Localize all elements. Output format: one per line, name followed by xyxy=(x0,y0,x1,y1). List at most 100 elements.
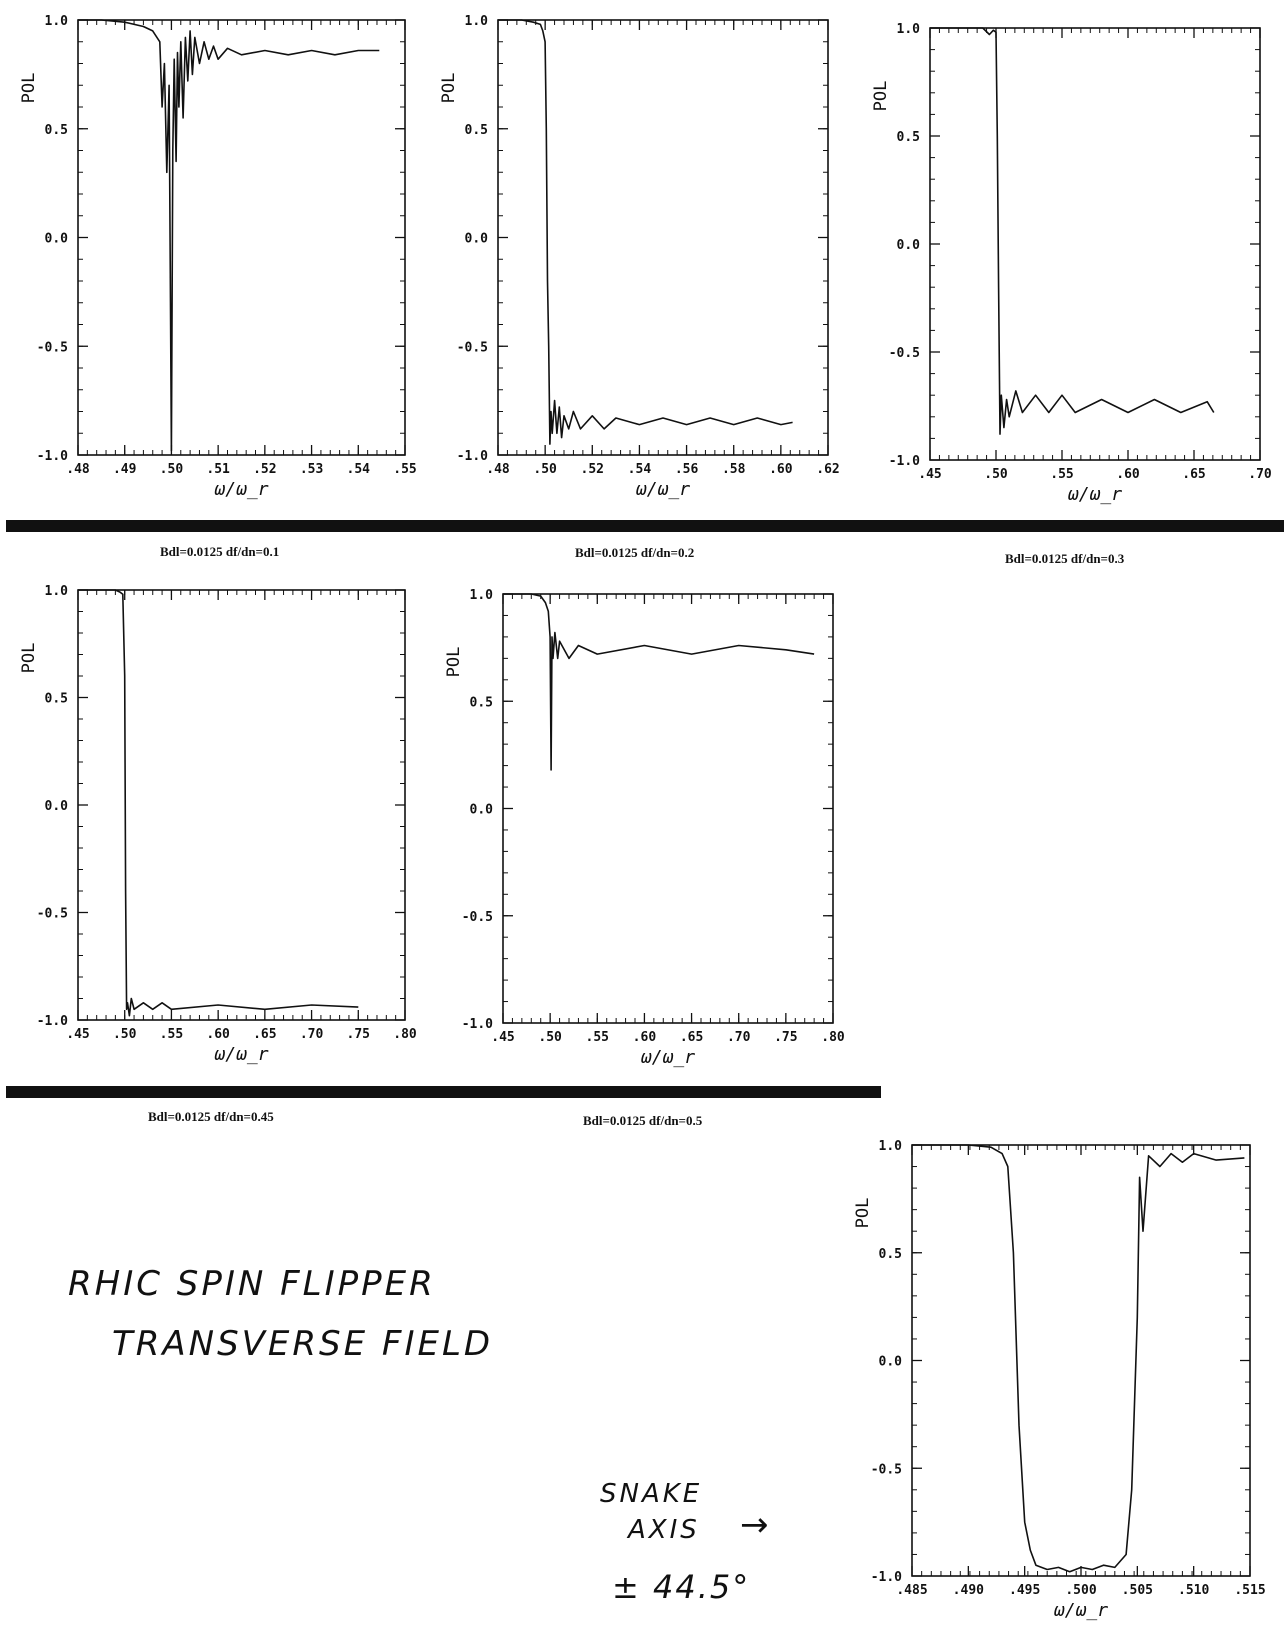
x-axis-label: ω/ω_r xyxy=(641,1047,695,1068)
y-tick-label: -1.0 xyxy=(462,1017,493,1032)
x-axis-label: ω/ω_r xyxy=(214,479,268,500)
y-tick-label: -1.0 xyxy=(871,1570,902,1585)
series-line xyxy=(78,19,380,452)
x-tick-label: .80 xyxy=(393,1027,417,1042)
handwritten-title-line-2: TRANSVERSE FIELD xyxy=(112,1324,493,1364)
x-tick-label: .515 xyxy=(1234,1583,1265,1598)
caption-chart-4: Bdl=0.0125 df/dn=0.45 xyxy=(148,1109,274,1124)
y-tick-label: -0.5 xyxy=(37,907,68,922)
x-tick-label: .53 xyxy=(300,462,323,477)
x-tick-label: .60 xyxy=(633,1030,657,1045)
x-tick-label: .70 xyxy=(727,1030,751,1045)
y-tick-label: 0.0 xyxy=(45,232,69,247)
x-tick-label: .54 xyxy=(628,462,652,477)
x-tick-label: .70 xyxy=(300,1027,324,1042)
y-tick-label: -0.5 xyxy=(457,340,488,355)
y-tick-label: 0.0 xyxy=(897,238,921,253)
x-tick-label: .45 xyxy=(491,1030,514,1045)
y-tick-label: 1.0 xyxy=(470,588,494,603)
y-tick-label: -1.0 xyxy=(457,449,488,464)
y-axis-label: POL xyxy=(19,643,39,674)
x-tick-label: .52 xyxy=(253,462,276,477)
x-tick-label: .45 xyxy=(66,1027,89,1042)
y-tick-label: -1.0 xyxy=(37,449,68,464)
x-tick-label: .490 xyxy=(953,1583,984,1598)
y-tick-label: -0.5 xyxy=(871,1462,902,1477)
series-line xyxy=(912,1144,1245,1573)
plot-frame xyxy=(911,1144,1251,1577)
chart-6: .485 .490 .495 .500 .505 .510 .515 1.0 0.5 0.0 -0.… xyxy=(853,1139,1266,1621)
handwritten-snake: SNAKE xyxy=(600,1479,702,1509)
series-line xyxy=(78,589,359,1017)
x-axis-label: ω/ω_r xyxy=(1068,484,1122,505)
caption-chart-2: Bdl=0.0125 df/dn=0.2 xyxy=(575,545,694,560)
y-tick-label: 0.5 xyxy=(470,695,493,710)
x-tick-label: .55 xyxy=(586,1030,609,1045)
handwritten-axis: AXIS xyxy=(626,1515,700,1545)
y-tick-label: 0.0 xyxy=(465,232,489,247)
y-tick-label: -0.5 xyxy=(462,910,493,925)
chart-4: .45 .50 .55 .60 .65 .70 .75 .80 1.0 0.5 0.0 -0.5 -1.… xyxy=(19,584,417,1065)
x-tick-label: .48 xyxy=(486,462,510,477)
x-tick-label: .60 xyxy=(1116,467,1140,482)
plot-frame xyxy=(929,27,1261,461)
x-tick-label: .52 xyxy=(581,462,604,477)
separator-bar xyxy=(6,1086,881,1098)
charts-layer: .48 .49 .50 .51 .52 .53 .54 .55 1.0 0.5 0.0 -0.5 -1.… xyxy=(19,14,1272,1621)
plot-frame xyxy=(77,19,406,456)
x-tick-label: .58 xyxy=(722,462,746,477)
separator-bars xyxy=(6,520,1284,1098)
x-tick-label: .80 xyxy=(821,1030,845,1045)
x-tick-label: .75 xyxy=(347,1027,370,1042)
y-tick-label: 1.0 xyxy=(879,1139,903,1154)
x-axis-label: ω/ω_r xyxy=(1054,1600,1108,1621)
x-tick-label: .50 xyxy=(533,462,557,477)
y-tick-label: 0.0 xyxy=(470,803,494,818)
x-tick-label: .65 xyxy=(680,1030,703,1045)
x-tick-label: .56 xyxy=(675,462,699,477)
y-tick-label: 0.5 xyxy=(879,1247,902,1262)
y-tick-label: 1.0 xyxy=(45,584,69,599)
x-axis-label: ω/ω_r xyxy=(636,479,690,500)
x-axis-label: ω/ω_r xyxy=(214,1044,268,1065)
y-tick-label: 1.0 xyxy=(45,14,69,29)
arrow-icon: → xyxy=(740,1505,769,1545)
plot-frame xyxy=(77,589,406,1021)
y-tick-label: 0.5 xyxy=(45,123,68,138)
x-tick-label: .50 xyxy=(160,462,184,477)
separator-bar xyxy=(6,520,1284,532)
x-tick-label: .50 xyxy=(538,1030,562,1045)
x-tick-label: .49 xyxy=(113,462,136,477)
captions-layer: Bdl=0.0125 df/dn=0.1 Bdl=0.0125 df/dn=0.… xyxy=(148,544,1125,1128)
x-tick-label: .65 xyxy=(1182,467,1205,482)
x-tick-label: .60 xyxy=(206,1027,230,1042)
caption-chart-1: Bdl=0.0125 df/dn=0.1 xyxy=(160,544,279,559)
y-tick-label: 0.5 xyxy=(465,123,488,138)
y-tick-label: 1.0 xyxy=(897,22,921,37)
caption-chart-5: Bdl=0.0125 df/dn=0.5 xyxy=(583,1113,703,1128)
x-tick-label: .65 xyxy=(253,1027,276,1042)
y-axis-label: POL xyxy=(439,73,459,104)
x-tick-label: .495 xyxy=(1009,1583,1040,1598)
y-axis-label: POL xyxy=(853,1198,873,1229)
handwritten-angle: ± 44.5° xyxy=(612,1568,750,1606)
x-tick-label: .500 xyxy=(1065,1583,1096,1598)
y-axis-label: POL xyxy=(444,647,464,678)
x-tick-label: .55 xyxy=(160,1027,183,1042)
x-tick-label: .48 xyxy=(66,462,90,477)
y-tick-label: 0.0 xyxy=(879,1355,903,1370)
x-tick-label: .45 xyxy=(918,467,941,482)
x-tick-label: .51 xyxy=(206,462,230,477)
x-tick-label: .55 xyxy=(1050,467,1073,482)
y-axis-label: POL xyxy=(871,81,891,112)
x-tick-label: .510 xyxy=(1178,1583,1209,1598)
x-tick-label: .50 xyxy=(984,467,1008,482)
y-tick-label: 0.5 xyxy=(45,692,68,707)
series-line xyxy=(503,593,815,771)
caption-chart-3: Bdl=0.0125 df/dn=0.3 xyxy=(1005,551,1125,566)
x-tick-label: .54 xyxy=(347,462,371,477)
x-tick-label: .505 xyxy=(1122,1583,1153,1598)
handwritten-notes: RHIC SPIN FLIPPER TRANSVERSE FIELD SNAKE… xyxy=(68,1264,769,1606)
y-axis-label: POL xyxy=(19,73,39,104)
